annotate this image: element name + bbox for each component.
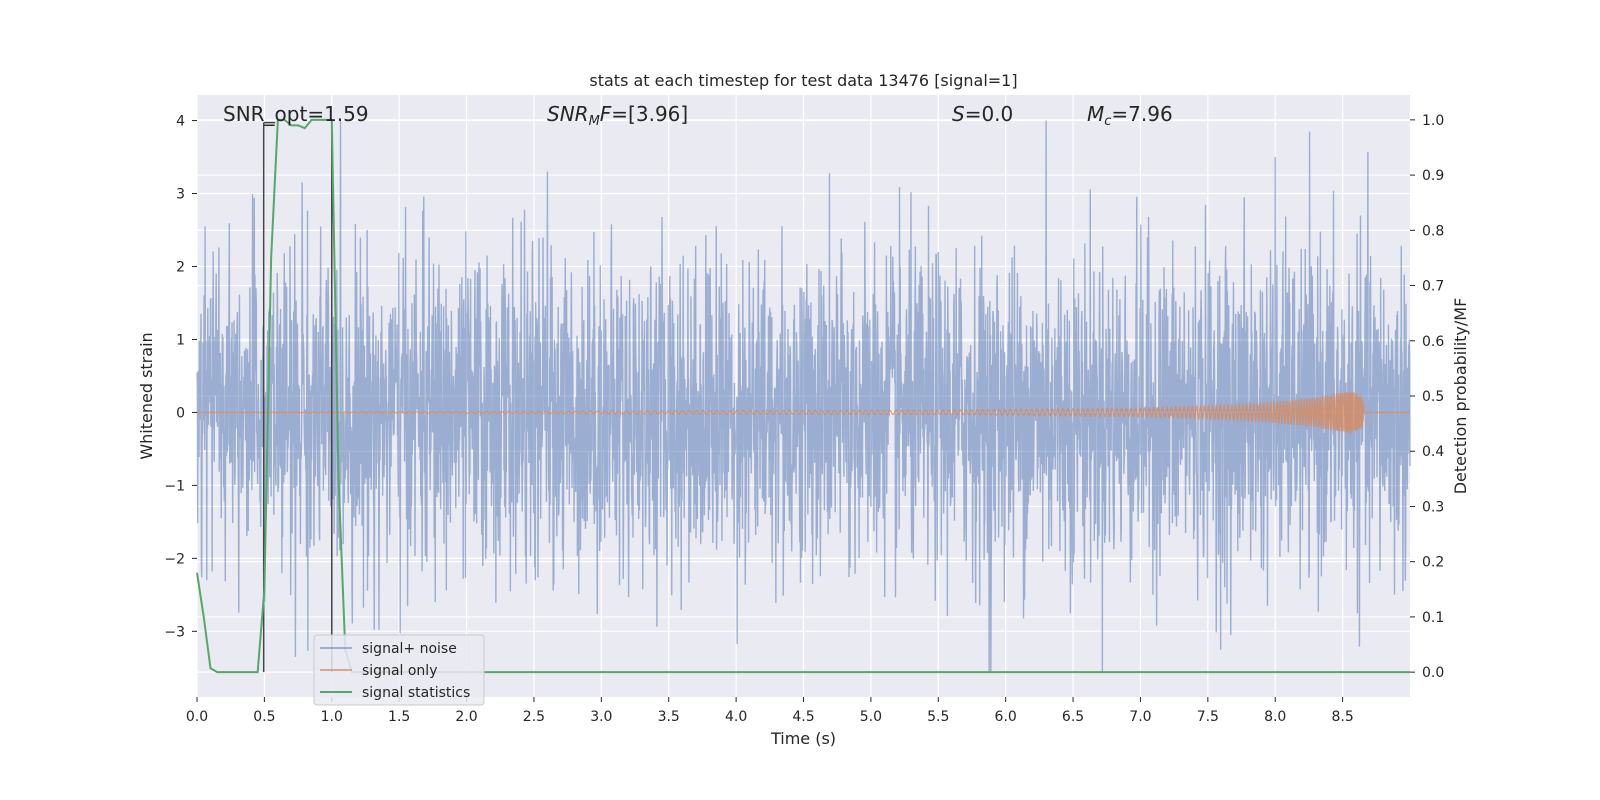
y-tick-label: 3: [176, 187, 185, 203]
y-tick-label: 2: [176, 259, 185, 275]
x-tick-label: 8.0: [1264, 709, 1286, 725]
annotation-snr-opt: SNR_opt=1.59: [223, 102, 369, 126]
y2-tick-label: 0.6: [1422, 334, 1444, 350]
y2-tick-label: 0.8: [1422, 223, 1444, 239]
x-tick-label: 7.5: [1197, 709, 1219, 725]
y2-tick-label: 0.0: [1422, 665, 1444, 681]
y2-tick-label: 0.1: [1422, 610, 1444, 626]
signal-noise-line: [196, 120, 1411, 672]
y2-tick-label: 1.0: [1422, 113, 1444, 129]
y2-tick-label: 0.2: [1422, 555, 1444, 571]
x-tick-label: 7.0: [1129, 709, 1151, 725]
x-tick-label: 0.5: [253, 709, 275, 725]
x-tick-label: 4.5: [792, 709, 814, 725]
chart-title: stats at each timestep for test data 134…: [589, 71, 1017, 90]
legend-label: signal+ noise: [362, 641, 457, 657]
x-tick-label: 4.0: [725, 709, 747, 725]
y-tick-label: −1: [164, 478, 185, 494]
y-tick-label: 4: [176, 114, 185, 130]
annotation-mc: Mc=7.96: [1087, 102, 1173, 129]
x-tick-label: 1.0: [321, 709, 343, 725]
legend-label: signal statistics: [362, 685, 470, 701]
x-tick-label: 2.5: [523, 709, 545, 725]
signal-noise-series: [196, 120, 1411, 672]
legend: signal+ noise signal only signal statistic…: [313, 634, 485, 706]
y-tick-label: 1: [176, 332, 185, 348]
x-tick-label: 2.0: [455, 709, 477, 725]
annotation-snr-mf: SNRMF=[3.96]: [547, 102, 688, 129]
annotation-s: S=0.0: [952, 102, 1013, 126]
y2-tick-label: 0.5: [1422, 389, 1444, 405]
legend-label: signal only: [362, 663, 437, 679]
x-tick-label: 0.0: [186, 709, 208, 725]
signal-only-line: [197, 391, 1410, 434]
x-axis-label: Time (s): [770, 729, 836, 748]
legend-box: [313, 634, 485, 706]
signal-only-series: [197, 391, 1410, 434]
y-tick-label: −2: [164, 551, 185, 567]
y-tick-label: 0: [176, 405, 185, 421]
y-tick-label: −3: [164, 624, 185, 640]
y2-tick-label: 0.3: [1422, 499, 1444, 515]
x-tick-label: 8.5: [1331, 709, 1353, 725]
x-tick-label: 6.5: [1062, 709, 1084, 725]
y2-axis-label: Detection probability/MF: [1451, 298, 1470, 495]
x-tick-label: 5.5: [927, 709, 949, 725]
x-tick-label: 3.0: [590, 709, 612, 725]
axes: 0.0 0.5 1.0 1.5 2.0 2.5 3.0 3.5 4.0 4.5 5.0 5.5 6.0 6…: [164, 113, 1444, 725]
y2-tick-label: 0.9: [1422, 168, 1444, 184]
x-tick-label: 6.0: [995, 709, 1017, 725]
signal-statistics-line: [196, 118, 1410, 674]
y2-tick-label: 0.4: [1422, 444, 1444, 460]
y-axis-label: Whitened strain: [137, 332, 156, 459]
x-tick-label: 1.5: [388, 709, 410, 725]
x-tick-label: 5.0: [860, 709, 882, 725]
y2-tick-label: 0.7: [1422, 279, 1444, 295]
signal-statistics-series: [196, 118, 1410, 674]
x-tick-label: 3.5: [658, 709, 680, 725]
